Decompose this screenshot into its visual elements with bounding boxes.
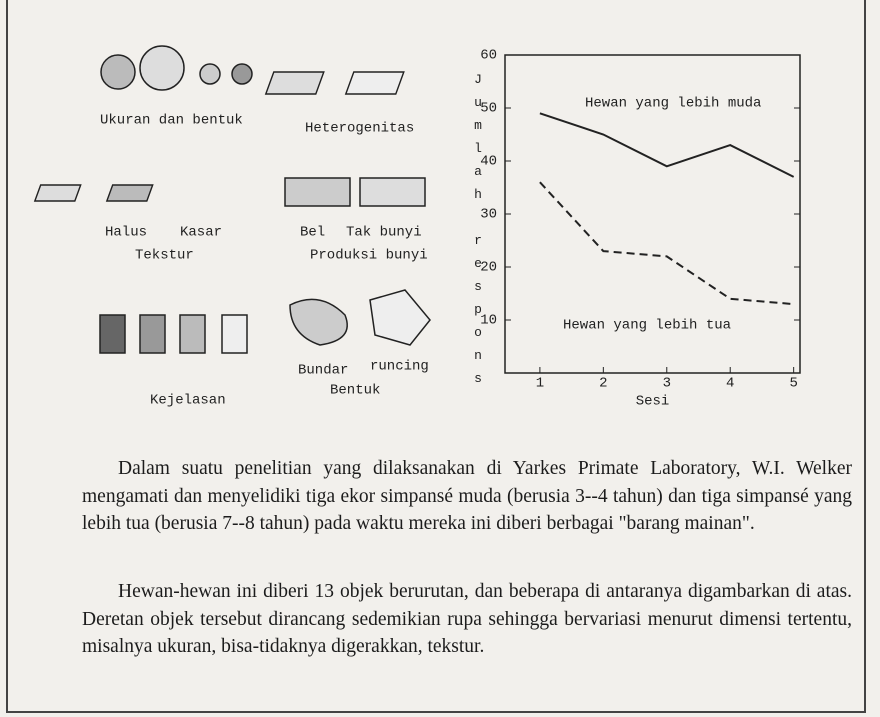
figure-label: Ukuran dan bentuk	[100, 113, 243, 129]
figure-label: Heterogenitas	[305, 121, 414, 137]
figure-label: Bel	[300, 225, 325, 241]
figure-label: Kasar	[180, 225, 222, 241]
paragraph: Hewan-hewan ini diberi 13 objek beruruta…	[82, 578, 852, 661]
x-axis-label: Sesi	[636, 394, 670, 410]
x-tick-label: 4	[726, 376, 734, 392]
y-axis-label: Jumlah respons	[471, 72, 486, 394]
x-tick-label: 1	[536, 376, 544, 392]
y-tick-label: 60	[480, 48, 497, 64]
paragraph: Dalam suatu penelitian yang dilaksanakan…	[82, 455, 852, 538]
illustrations	[35, 46, 430, 353]
figure-label: runcing	[370, 359, 429, 375]
x-tick-label: 2	[599, 376, 607, 392]
x-tick-label: 3	[663, 376, 671, 392]
series-label: Hewan yang lebih muda	[585, 96, 761, 112]
figure-label: Tekstur	[135, 248, 194, 264]
data-line	[540, 113, 794, 177]
page: Jumlah respons Ukuran dan bentuk Heteroge…	[0, 0, 880, 717]
y-tick-label: 20	[480, 260, 497, 276]
figure-label: Bentuk	[330, 383, 380, 399]
figure-label: Tak bunyi	[346, 225, 422, 241]
figure: Jumlah respons Ukuran dan bentuk Heteroge…	[0, 0, 880, 420]
y-tick-label: 40	[480, 154, 497, 170]
data-line	[540, 182, 794, 304]
figure-label: Kejelasan	[150, 393, 226, 409]
y-tick-label: 10	[480, 313, 497, 329]
figure-label: Bundar	[298, 363, 348, 379]
y-tick-label: 50	[480, 101, 497, 117]
figure-label: Produksi bunyi	[310, 248, 428, 264]
x-tick-label: 5	[789, 376, 797, 392]
series-label: Hewan yang lebih tua	[563, 318, 731, 334]
figure-label: Halus	[105, 225, 147, 241]
y-tick-label: 30	[480, 207, 497, 223]
